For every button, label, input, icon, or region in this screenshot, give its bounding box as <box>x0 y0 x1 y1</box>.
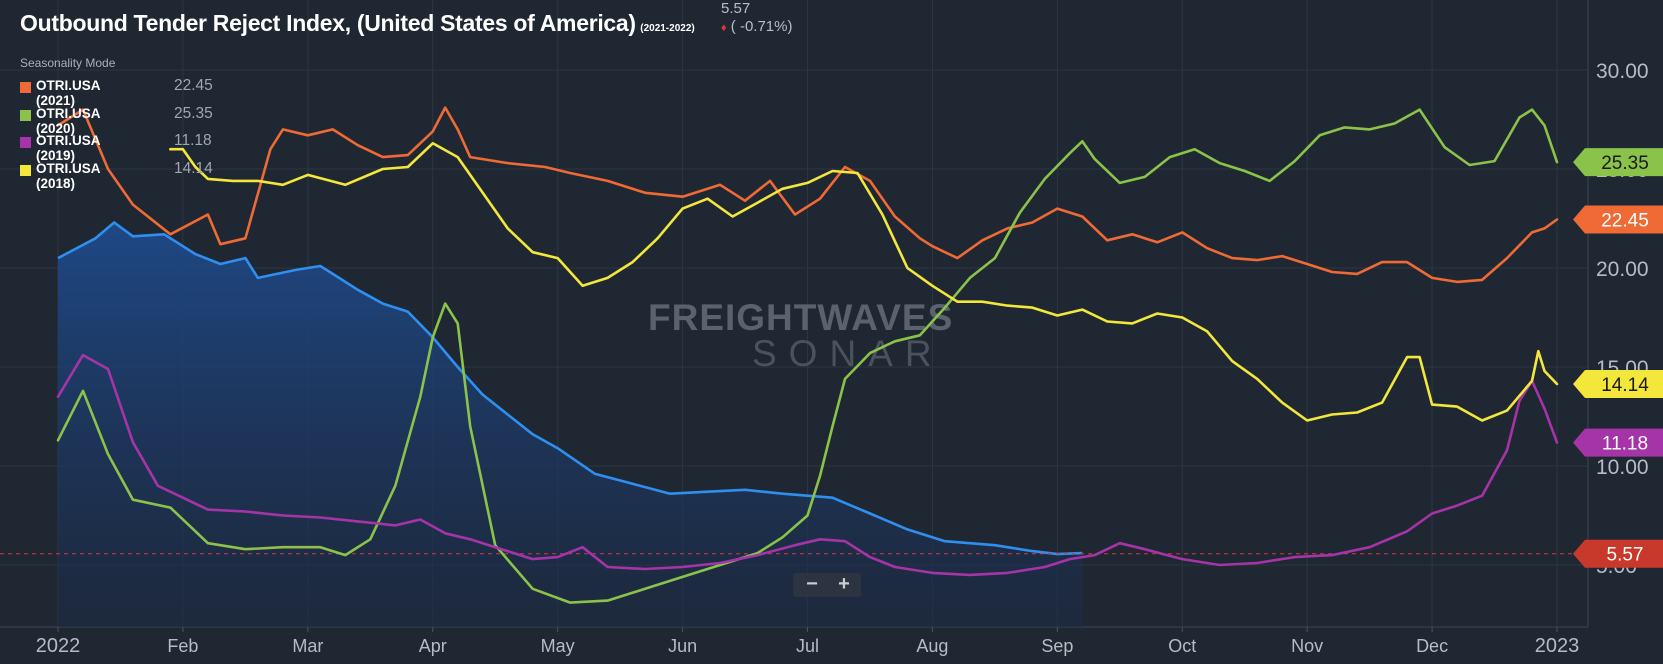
x-tick-label: Sep <box>1041 636 1073 656</box>
x-tick-label: Oct <box>1168 636 1196 656</box>
y-tick-label: 30.00 <box>1596 60 1649 83</box>
value-tag-1-text: 25.35 <box>1601 153 1649 174</box>
x-tick-label: Apr <box>419 636 447 656</box>
value-tag-current: 5.57 <box>1573 539 1663 568</box>
x-tick-label: Nov <box>1291 636 1323 656</box>
value-tag-3-text: 14.14 <box>1601 375 1649 396</box>
zoom-in-button[interactable]: + <box>838 573 850 595</box>
down-arrow-icon: ♦ <box>721 22 727 34</box>
legend-series-value: 22.45 <box>174 77 213 94</box>
legend-swatch <box>20 82 31 93</box>
current-series-area <box>58 222 1083 627</box>
chart-title-range: (2021-2022) <box>640 23 695 34</box>
x-tick-label: 2022 <box>36 635 81 657</box>
x-tick-label: Mar <box>292 636 323 656</box>
legend-series-name: OTRI.USA (2021) <box>36 78 100 108</box>
value-tag-current-text: 5.57 <box>1607 545 1644 566</box>
value-tag-0-shape <box>1573 205 1663 234</box>
series-line-1 <box>56 108 1559 604</box>
change-value: ( -0.71%) <box>730 18 793 35</box>
legend-series-name: OTRI.USA (2020) <box>36 105 100 136</box>
x-tick-label: May <box>541 636 575 656</box>
y-tick-label: 10.00 <box>1596 456 1649 479</box>
x-tick-label: Aug <box>916 636 948 656</box>
current-value: 5.57 <box>721 0 751 17</box>
value-tag-2: 11.18 <box>1573 428 1663 457</box>
zoom-out-button[interactable]: − <box>806 573 818 595</box>
series-line-0 <box>56 106 1559 284</box>
series-line-3 <box>169 142 1559 422</box>
value-tag-0-text: 22.45 <box>1601 210 1649 231</box>
value-tag-2-shape <box>1573 428 1663 457</box>
legend-series-name: OTRI.USA (2019) <box>36 133 100 163</box>
x-tick-label: 2023 <box>1535 635 1580 657</box>
watermark-freightwaves: FREIGHTWAVES <box>648 297 953 338</box>
zoom-controls: − + <box>793 573 861 597</box>
value-tag-current-shape <box>1573 539 1663 568</box>
legend-series-value: 25.35 <box>174 104 213 122</box>
x-tick-label: Jun <box>668 636 697 656</box>
value-tag-1-shape <box>1573 148 1663 177</box>
seasonality-mode-label: Seasonality Mode <box>20 56 116 70</box>
value-tag-0: 22.45 <box>1573 205 1663 234</box>
value-tag-3: 14.14 <box>1573 370 1663 399</box>
value-tag-2-text: 11.18 <box>1602 434 1648 455</box>
value-tag-3-shape <box>1573 370 1663 399</box>
legend-series-name: OTRI.USA (2018) <box>36 160 100 191</box>
x-tick-label: Dec <box>1416 636 1448 656</box>
legend-swatch <box>20 164 31 176</box>
y-tick-label: 20.00 <box>1596 258 1649 281</box>
value-tag-1: 25.35 <box>1573 148 1663 177</box>
legend-series-value: 11.18 <box>174 132 212 149</box>
legend-swatch <box>20 137 31 148</box>
legend-series-value: 14.14 <box>174 159 213 177</box>
series-line-2 <box>56 353 1559 577</box>
legend-swatch <box>20 109 31 121</box>
current-series-line <box>57 221 1083 556</box>
chart-title: Outbound Tender Reject Index, (United St… <box>20 10 636 36</box>
chart-header: Outbound Tender Reject Index, (United St… <box>20 10 695 37</box>
watermark-sonar: SONAR <box>752 333 944 374</box>
current-change: ♦ ( -0.71%) <box>721 18 792 35</box>
x-tick-label: Feb <box>167 636 198 656</box>
x-tick-label: Jul <box>796 636 819 656</box>
